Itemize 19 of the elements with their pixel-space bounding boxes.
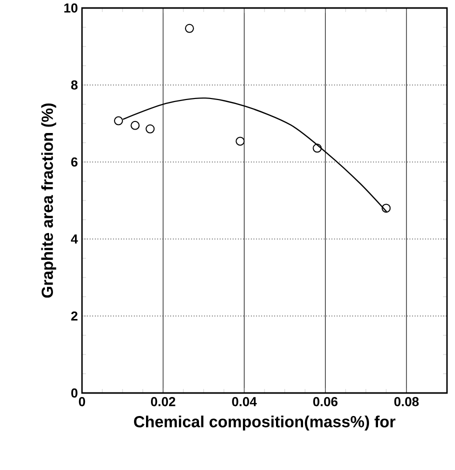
point [130, 120, 140, 130]
y-tick-label: 4 [70, 234, 78, 244]
x-tick-label: 0.06 [313, 397, 338, 406]
y-tick-label: 8 [71, 80, 78, 90]
x-tick-label: 0 [78, 397, 86, 406]
y-tick-label: 6 [71, 157, 78, 167]
y-axis-title: Graphite area fraction (%) [41, 104, 56, 298]
y-tick-label: 0 [71, 388, 78, 398]
point [146, 124, 155, 134]
point [236, 136, 245, 146]
x-axis-title: Chemical composition(mass%) for [134, 416, 396, 431]
point [184, 24, 194, 33]
x-tick-label: 0.08 [394, 397, 419, 406]
point [382, 204, 391, 213]
y-tick-label: 2 [71, 311, 78, 321]
point [312, 144, 322, 153]
x-tick-label: 0.04 [232, 397, 257, 406]
x-tick-label: 0.02 [150, 397, 176, 406]
y-tick-label: 10 [64, 3, 78, 13]
